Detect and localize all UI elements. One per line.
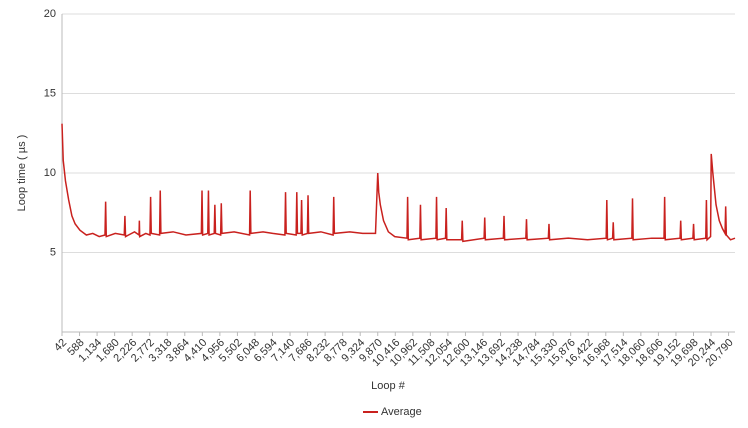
legend-label: Average [381,406,422,418]
x-axis-label: Loop # [371,380,406,392]
y-tick-label: 5 [50,246,56,258]
y-axis-label: Loop time ( µs ) [16,135,28,212]
y-tick-label: 10 [44,167,56,179]
data-line [61,123,736,243]
y-tick-label: 15 [44,87,56,99]
y-tick-label: 20 [44,8,56,20]
